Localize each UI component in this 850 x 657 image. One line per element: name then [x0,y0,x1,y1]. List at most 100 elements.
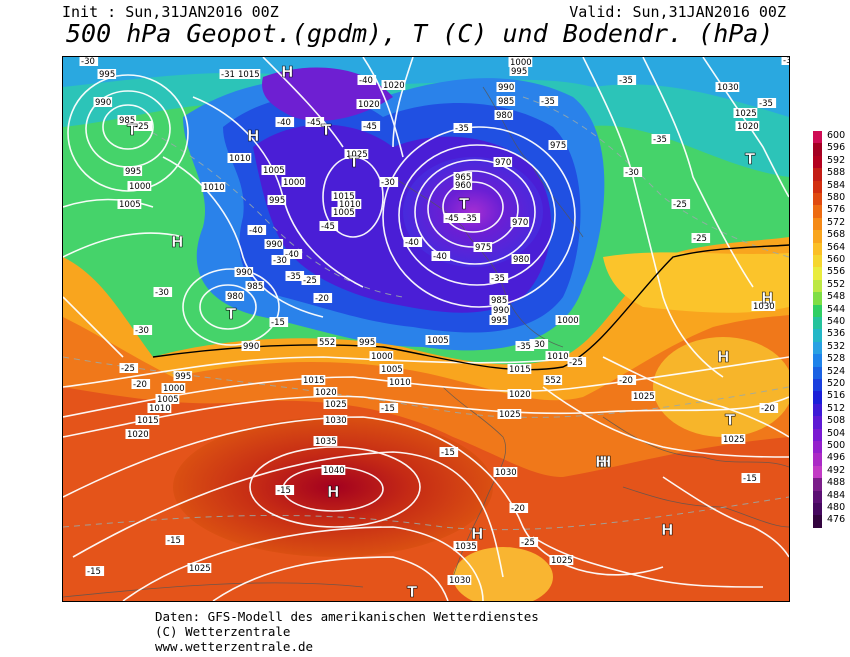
svg-text:1010: 1010 [339,200,361,210]
legend-row: 568 [811,229,849,243]
isobar-label: 975 [473,242,493,253]
legend-row: 480 [811,502,849,516]
isobar-label: 1005 [155,394,180,405]
svg-text:-30: -30 [81,57,95,67]
temperature-label: -35 [461,213,481,224]
legend-value: 504 [827,427,846,439]
svg-text:1030: 1030 [449,576,471,586]
isobar-label: 1010 [147,403,172,414]
svg-text:975: 975 [550,141,566,151]
legend-row: 500 [811,440,849,454]
temperature-label: -35 [285,271,305,282]
legend-value: 492 [827,464,846,476]
isobar-label: 1015 [135,415,160,426]
svg-text:1010: 1010 [389,378,411,388]
svg-text:-30: -30 [531,340,545,350]
legend-value: 572 [827,216,846,228]
high-pressure-symbol: H [661,521,674,539]
legend-value: 560 [827,254,846,265]
svg-text:-35: -35 [619,76,633,86]
svg-text:985: 985 [247,282,263,292]
footer-copyright: (C) Wetterzentrale [155,624,291,639]
legend-swatch [813,453,822,466]
legend-value: 584 [827,179,846,191]
footer-source: Daten: GFS-Modell des amerikanischen Wet… [155,609,539,624]
legend-value: 536 [827,328,846,340]
legend-swatch [813,403,822,417]
legend-value: 500 [827,440,846,451]
temperature-label: -15 [165,535,185,546]
isobar-label: 1025 [344,149,369,160]
svg-text:1030: 1030 [325,416,347,426]
svg-text:-35: -35 [517,342,531,352]
svg-text:1035: 1035 [315,437,337,447]
legend-row: 576 [811,204,849,218]
svg-text:-25: -25 [673,200,687,210]
svg-text:-25: -25 [569,358,583,368]
legend-swatch [813,279,822,293]
legend-value: 476 [827,514,846,526]
legend-value: 496 [827,452,846,464]
svg-text:-40: -40 [433,252,447,262]
valid-time: Valid: Sun,31JAN2016 00Z [569,3,786,21]
svg-text:1025: 1025 [735,109,757,119]
svg-text:1030: 1030 [717,83,739,93]
isobar-label: 985 [117,115,137,126]
isobar-label: 1010 [201,182,226,193]
isobar-label: 1010 [227,153,252,164]
svg-text:-25: -25 [303,276,317,286]
svg-text:1005: 1005 [263,166,285,176]
isobar-label: 1030 [493,467,518,478]
legend-row: 496 [811,452,849,466]
legend-swatch [813,366,822,379]
legend-value: 564 [827,241,846,253]
legend-value: 516 [827,390,846,402]
svg-text:1005: 1005 [427,336,449,346]
legend-swatch [813,329,822,342]
legend-value: 568 [827,229,846,241]
legend-value: 576 [827,204,846,216]
legend-swatch [813,441,822,454]
temperature-label: -20 [509,503,529,514]
high-pressure-symbol: H [471,525,484,543]
legend-swatch [813,193,822,206]
svg-text:1025: 1025 [723,435,745,445]
legend-swatch [813,255,822,268]
svg-text:980: 980 [496,111,512,121]
temperature-label: -15 [379,403,399,414]
legend-row: 484 [811,490,849,503]
svg-text:990: 990 [95,98,111,108]
svg-text:990: 990 [498,83,514,93]
temperature-label: -40 [431,251,451,262]
temperature-label: -35 [617,75,637,86]
temperature-label: -40 [357,75,377,86]
isobar-label: 990 [234,267,254,278]
svg-text:-25: -25 [693,234,707,244]
isobar-label: 1025 [549,555,574,566]
svg-text:-25: -25 [121,364,135,374]
svg-text:-30: -30 [155,288,169,298]
low-pressure-symbol: T [127,121,138,139]
svg-text:-25: -25 [521,538,535,548]
isobar-label: 965 [453,172,473,183]
temperature-label: -40 [403,237,423,248]
svg-text:1020: 1020 [127,430,149,440]
legend-row: 532 [811,341,849,355]
isobar-label: 1005 [331,207,356,218]
legend-swatch [813,230,822,243]
svg-text:552: 552 [319,338,335,348]
isobar-label: 1010 [337,199,362,210]
svg-text:-20: -20 [761,404,775,414]
temperature-label: -20 [131,379,151,390]
isobar-label: 980 [511,254,531,265]
legend-row: 476 [811,514,849,528]
svg-text:-30: -30 [625,168,639,178]
svg-text:970: 970 [512,218,528,228]
isobar-label: 1040 [321,465,346,476]
temperature-label: -30 [379,177,399,188]
low-pressure-symbol: T [226,305,237,323]
svg-text:1020: 1020 [737,122,759,132]
temperature-label: -35 [453,123,473,134]
temperature-label: -45 [305,117,325,128]
weather-map: 995 990 985 995 1000 1005 1010 1010 1015 1005 1000… [62,56,790,602]
